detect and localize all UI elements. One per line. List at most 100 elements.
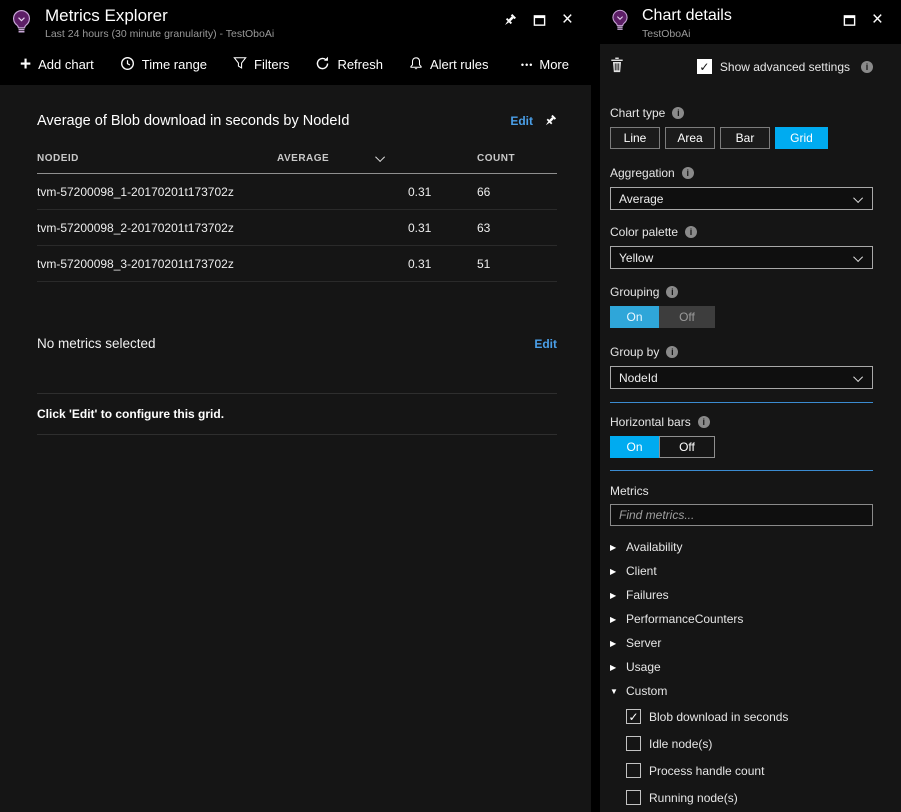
divider (37, 393, 557, 394)
maximize-icon[interactable] (843, 12, 856, 28)
horizontal-bars-on-option[interactable]: On (610, 436, 659, 458)
more-label: More (539, 57, 569, 72)
grouping-on-option[interactable]: On (610, 306, 659, 328)
collapsed-arrow-icon: ▶ (610, 566, 617, 576)
section-divider (610, 402, 873, 403)
pin-icon[interactable] (543, 114, 557, 128)
tree-group-custom[interactable]: ▼ Custom (610, 679, 873, 703)
advanced-settings-row: ✓ Show advanced settings i (610, 57, 873, 76)
group-by-value: NodeId (619, 370, 658, 385)
metric-item-label: Process handle count (649, 763, 765, 778)
chart-type-line-button[interactable]: Line (610, 127, 660, 149)
page-title: Metrics Explorer (45, 6, 168, 25)
chevron-down-icon (853, 372, 864, 383)
info-icon[interactable]: i (666, 346, 679, 358)
average-value-cell: 0.31 (408, 256, 432, 271)
horizontal-bars-label-text: Horizontal bars (610, 415, 691, 429)
tree-group-label: PerformanceCounters (626, 612, 744, 626)
chart-type-grid-button[interactable]: Grid (775, 127, 828, 149)
maximize-icon[interactable] (533, 12, 546, 28)
chart-details-blade: Chart details TestOboAi × (600, 0, 901, 812)
close-icon[interactable]: × (871, 9, 883, 30)
chevron-down-icon (853, 252, 864, 263)
chart-edit-link[interactable]: Edit (510, 114, 533, 128)
chart-details-title: Chart details (642, 7, 732, 24)
tree-group-availability[interactable]: ▶ Availability (610, 535, 873, 559)
no-metrics-edit-link[interactable]: Edit (534, 337, 557, 351)
tree-group-label: Usage (626, 660, 661, 674)
plus-icon: + (20, 53, 32, 75)
filter-icon (233, 56, 247, 73)
grouping-label: Grouping i (610, 285, 873, 299)
pin-icon[interactable] (502, 12, 517, 28)
chart-type-area-button[interactable]: Area (665, 127, 715, 149)
chart-type-label-text: Chart type (610, 106, 666, 120)
alert-rules-button[interactable]: Alert rules (409, 56, 489, 74)
aggregation-select[interactable]: Average (610, 187, 873, 210)
time-range-label: Time range (141, 57, 208, 72)
info-icon[interactable]: i (861, 60, 873, 73)
count-cell: 63 (477, 220, 491, 235)
toolbar: + Add chart Time range Filters Refresh (0, 44, 591, 85)
metrics-explorer-header: Metrics Explorer Last 24 hours (30 minut… (0, 0, 591, 44)
metric-checkbox[interactable] (626, 763, 641, 778)
metric-checkbox[interactable] (626, 736, 641, 751)
refresh-button[interactable]: Refresh (315, 56, 383, 74)
group-by-select[interactable]: NodeId (610, 366, 873, 389)
column-header-average[interactable]: AVERAGE (277, 152, 395, 164)
color-palette-select[interactable]: Yellow (610, 246, 873, 269)
metric-checkbox[interactable] (626, 790, 641, 805)
tree-group-label: Availability (626, 540, 683, 554)
metric-checkbox-checked[interactable]: ✓ (626, 709, 641, 724)
grouping-label-text: Grouping (610, 285, 660, 299)
tree-group-client[interactable]: ▶ Client (610, 559, 873, 583)
info-icon[interactable]: i (681, 167, 694, 179)
tree-group-server[interactable]: ▶ Server (610, 631, 873, 655)
aggregation-label-text: Aggregation (610, 166, 675, 180)
more-button[interactable]: ••• More (521, 57, 569, 72)
advanced-settings-group: ✓ Show advanced settings i (696, 59, 873, 74)
chart-section-header: Average of Blob download in seconds by N… (37, 113, 557, 129)
tree-group-label: Failures (626, 588, 669, 602)
tree-group-performancecounters[interactable]: ▶ PerformanceCounters (610, 607, 873, 631)
no-metrics-text: No metrics selected (37, 336, 156, 351)
count-cell: 66 (477, 184, 491, 199)
table-row: tvm-57200098_3-20170201t173702z 0.31 51 (37, 246, 557, 282)
info-icon[interactable]: i (685, 226, 698, 238)
advanced-settings-checkbox[interactable]: ✓ (696, 59, 712, 74)
grouping-off-option[interactable]: Off (659, 306, 715, 328)
application-insights-icon (608, 8, 632, 37)
section-divider (610, 470, 873, 471)
delete-chart-button[interactable] (610, 57, 624, 76)
metric-item-process-handle-count[interactable]: Process handle count (610, 757, 873, 784)
metric-item-blob-download[interactable]: ✓ Blob download in seconds (610, 703, 873, 730)
nodeid-cell: tvm-57200098_1-20170201t173702z (37, 184, 234, 199)
info-icon[interactable]: i (672, 107, 685, 119)
horizontal-bars-off-option[interactable]: Off (659, 436, 715, 458)
find-metrics-input[interactable] (610, 504, 873, 526)
close-icon[interactable]: × (561, 9, 573, 30)
info-icon[interactable]: i (697, 416, 710, 428)
tree-group-usage[interactable]: ▶ Usage (610, 655, 873, 679)
window-controls: × (502, 6, 581, 30)
advanced-settings-label: Show advanced settings (719, 59, 850, 74)
nodeid-cell: tvm-57200098_2-20170201t173702z (37, 220, 234, 235)
grouping-toggle: On Off (610, 306, 873, 328)
window-controls: × (843, 6, 891, 30)
tree-group-failures[interactable]: ▶ Failures (610, 583, 873, 607)
info-icon[interactable]: i (666, 286, 679, 298)
metric-item-idle-nodes[interactable]: Idle node(s) (610, 730, 873, 757)
average-value-cell: 0.31 (408, 184, 432, 199)
chart-type-bar-button[interactable]: Bar (720, 127, 770, 149)
metric-item-label: Running node(s) (649, 790, 738, 805)
time-range-button[interactable]: Time range (120, 56, 207, 74)
add-chart-button[interactable]: + Add chart (20, 53, 94, 75)
filters-button[interactable]: Filters (233, 56, 289, 73)
grid-configure-note: Click 'Edit' to configure this grid. (37, 407, 225, 421)
checkmark-icon: ✓ (699, 59, 710, 74)
count-cell: 51 (477, 256, 491, 271)
chart-details-content: ✓ Show advanced settings i Chart type i … (600, 44, 901, 812)
metric-item-running-nodes[interactable]: Running node(s) (610, 784, 873, 811)
chart-section-title: Average of Blob download in seconds by N… (37, 113, 350, 129)
